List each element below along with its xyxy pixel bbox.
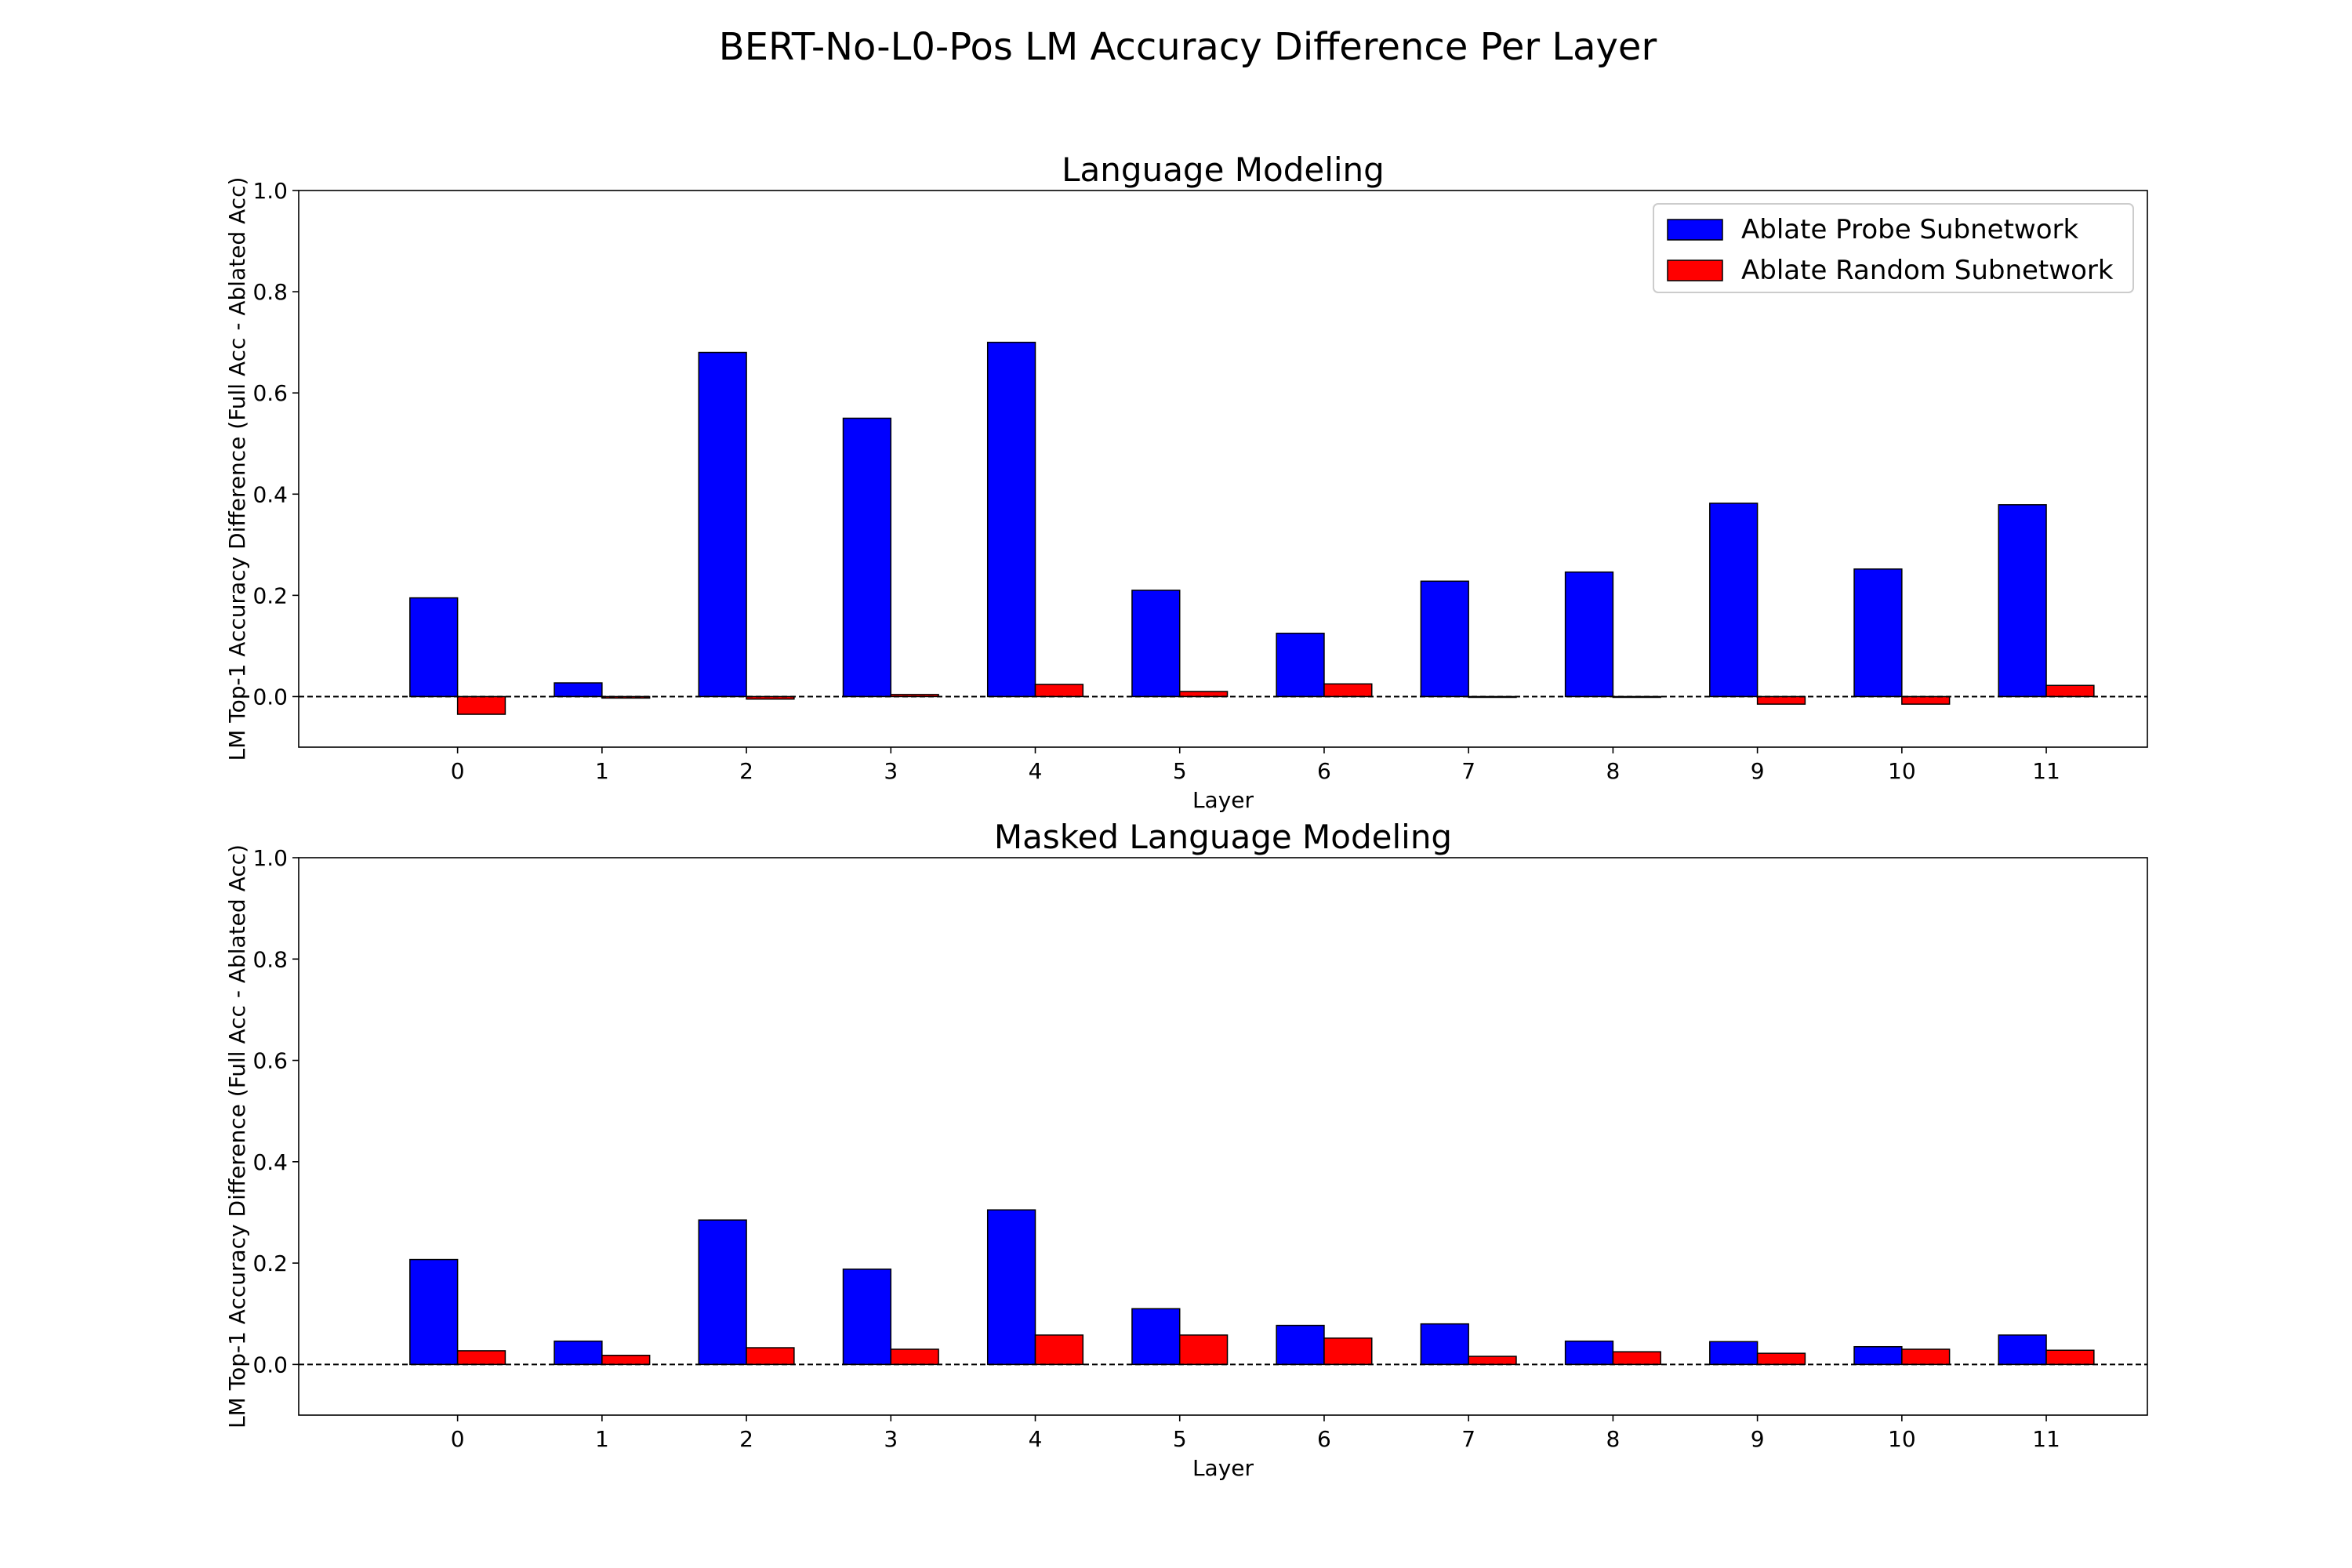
bar-probe-layer-11 (1998, 504, 2047, 698)
x-tick-label: 3 (884, 1426, 898, 1452)
x-tick-label: 10 (1888, 758, 1916, 784)
bar-probe-layer-8 (1564, 1340, 1614, 1366)
x-tick-label: 2 (739, 1426, 753, 1452)
legend: Ablate Probe Subnetwork Ablate Random Sub… (1653, 203, 2134, 293)
bar-random-layer-3 (890, 1348, 939, 1366)
panel-title: Masked Language Modeling (994, 818, 1452, 856)
x-tick-label: 6 (1317, 758, 1331, 784)
bar-random-layer-0 (456, 695, 506, 715)
y-tick-label: 0.4 (252, 481, 288, 507)
y-tick-label: 0.2 (252, 583, 288, 608)
y-tick-label: 0.0 (252, 1352, 288, 1377)
bar-probe-layer-11 (1998, 1334, 2047, 1366)
x-tick-label: 5 (1173, 758, 1187, 784)
bar-random-layer-10 (1901, 1348, 1951, 1366)
y-tick-label: 0.8 (252, 946, 288, 972)
panel-title: Language Modeling (1062, 151, 1385, 189)
bar-random-layer-2 (746, 695, 795, 700)
x-tick-label: 2 (739, 758, 753, 784)
axes-frame (298, 190, 2148, 748)
bar-random-layer-10 (1901, 695, 1951, 705)
x-tick-label: 10 (1888, 1426, 1916, 1452)
legend-frame (1653, 203, 2134, 293)
x-tick-label: 5 (1173, 1426, 1187, 1452)
bar-random-layer-1 (601, 1354, 651, 1366)
bar-probe-layer-6 (1276, 1324, 1325, 1366)
y-tick-label: 0.6 (252, 380, 288, 406)
bar-probe-layer-7 (1420, 580, 1469, 698)
x-tick-label: 7 (1461, 1426, 1475, 1452)
bar-probe-layer-4 (986, 341, 1036, 698)
y-tick-label: 0.6 (252, 1048, 288, 1074)
y-axis-label: LM Top-1 Accuracy Difference (Full Acc -… (224, 844, 250, 1428)
x-tick-label: 8 (1606, 1426, 1620, 1452)
bar-probe-layer-7 (1420, 1323, 1469, 1366)
bar-probe-layer-5 (1131, 590, 1181, 698)
y-axis-label: LM Top-1 Accuracy Difference (Full Acc -… (224, 177, 250, 761)
bar-random-layer-4 (1034, 684, 1084, 698)
y-tick-label: 1.0 (252, 178, 288, 204)
x-tick-label: 9 (1751, 1426, 1765, 1452)
bar-probe-layer-2 (698, 351, 747, 698)
x-tick-label: 11 (2032, 758, 2060, 784)
bar-probe-layer-4 (986, 1209, 1036, 1366)
x-tick-label: 0 (451, 1426, 465, 1452)
x-tick-label: 8 (1606, 758, 1620, 784)
bar-probe-layer-0 (409, 597, 459, 698)
x-tick-label: 1 (595, 1426, 609, 1452)
bar-probe-layer-10 (1853, 568, 1903, 698)
bar-probe-layer-5 (1131, 1308, 1181, 1366)
bar-probe-layer-2 (698, 1219, 747, 1366)
bar-probe-layer-1 (554, 682, 603, 698)
legend-label-random: Ablate Random Subnetwork (1741, 255, 2114, 286)
masked-language-modeling-chart: Masked Language Modeling 0.0 0.2 0.4 0.6 0.8 1… (224, 818, 2148, 1481)
y-tick-label: 0.4 (252, 1149, 288, 1175)
bar-random-layer-1 (601, 695, 651, 699)
bar-random-layer-4 (1034, 1334, 1084, 1366)
x-tick-label: 11 (2032, 1426, 2060, 1452)
bar-probe-layer-8 (1564, 571, 1614, 698)
legend-swatch-random (1667, 260, 1723, 281)
bar-probe-layer-3 (842, 417, 892, 698)
x-tick-label: 9 (1751, 758, 1765, 784)
x-tick-label: 6 (1317, 1426, 1331, 1452)
x-tick-label: 7 (1461, 758, 1475, 784)
figure-title: BERT-No-L0-Pos LM Accuracy Difference Pe… (719, 25, 1657, 69)
bar-random-layer-0 (456, 1350, 506, 1366)
x-tick-label: 0 (451, 758, 465, 784)
bar-probe-layer-10 (1853, 1345, 1903, 1366)
axes-frame (298, 857, 2148, 1416)
legend-label-probe: Ablate Probe Subnetwork (1741, 214, 2079, 245)
legend-swatch-probe (1667, 219, 1723, 241)
bar-random-layer-6 (1323, 683, 1373, 698)
y-tick-label: 0.2 (252, 1250, 288, 1276)
x-tick-label: 3 (884, 758, 898, 784)
x-tick-label: 1 (595, 758, 609, 784)
x-axis-label: Layer (1192, 1455, 1254, 1481)
bar-random-layer-8 (1612, 1351, 1661, 1366)
bar-probe-layer-9 (1709, 1341, 1759, 1366)
bar-probe-layer-0 (409, 1258, 459, 1366)
bar-probe-layer-1 (554, 1340, 603, 1366)
bar-random-layer-2 (746, 1347, 795, 1366)
x-tick-label: 4 (1029, 758, 1043, 784)
y-tick-label: 1.0 (252, 845, 288, 871)
bar-random-layer-5 (1178, 691, 1229, 698)
bar-random-layer-11 (2045, 1349, 2095, 1366)
x-axis-label: Layer (1192, 787, 1254, 813)
bar-random-layer-9 (1756, 695, 1806, 705)
bar-probe-layer-9 (1709, 503, 1759, 698)
bar-probe-layer-3 (842, 1269, 892, 1366)
y-tick-label: 0.8 (252, 279, 288, 305)
x-tick-label: 4 (1029, 1426, 1043, 1452)
bar-random-layer-9 (1756, 1352, 1806, 1366)
bar-random-layer-6 (1323, 1338, 1373, 1366)
bar-probe-layer-6 (1276, 633, 1325, 698)
bar-random-layer-5 (1178, 1334, 1229, 1366)
bar-random-layer-7 (1468, 1356, 1517, 1366)
y-tick-label: 0.0 (252, 684, 288, 710)
language-modeling-chart: Language Modeling 0.0 0.2 0.4 0.6 0.8 1.0 0 1 2 3 4… (224, 151, 2148, 813)
bar-random-layer-11 (2045, 684, 2095, 698)
